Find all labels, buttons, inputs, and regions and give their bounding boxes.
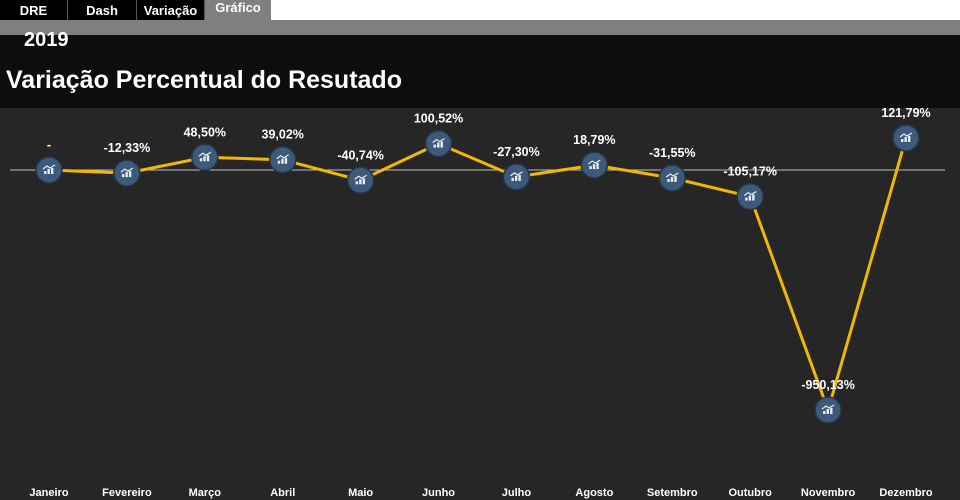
data-label: 39,02% <box>262 128 304 142</box>
data-label: -12,33% <box>104 141 151 155</box>
year-label: 2019 <box>24 29 69 51</box>
data-label: - <box>47 138 51 152</box>
data-point[interactable] <box>35 156 63 184</box>
data-point[interactable] <box>502 163 531 191</box>
data-point[interactable] <box>658 164 687 192</box>
chart-icon <box>198 151 212 162</box>
header-strip <box>0 20 960 35</box>
x-tick-label: Julho <box>502 487 532 499</box>
series-line <box>48 137 908 412</box>
chart-icon <box>354 174 367 185</box>
x-tick-label: Março <box>189 487 222 499</box>
chart-icon <box>120 167 134 178</box>
data-point[interactable] <box>346 166 375 195</box>
x-tick-label: Dezembro <box>879 487 932 499</box>
chart-icon <box>821 404 835 414</box>
header-band <box>0 35 960 108</box>
data-label: 18,79% <box>573 133 615 147</box>
data-point[interactable] <box>424 129 453 158</box>
chart-icon <box>743 191 757 201</box>
chart-icon <box>276 154 290 164</box>
x-tick-label: Junho <box>422 487 455 499</box>
chart-icon <box>510 171 523 181</box>
data-point[interactable] <box>580 151 609 179</box>
page-title: Variação Percentual do Resutado <box>6 66 402 94</box>
chart-icon <box>432 138 445 148</box>
data-label: 48,50% <box>184 125 226 139</box>
data-label: -105,17% <box>723 165 777 179</box>
x-tick-label: Agosto <box>575 487 613 499</box>
data-point[interactable] <box>191 143 219 172</box>
tab-dash[interactable]: Dash <box>68 0 137 20</box>
data-label: -31,55% <box>649 146 696 160</box>
data-label: 121,79% <box>881 108 930 120</box>
data-point[interactable] <box>268 145 297 174</box>
tab-variacao[interactable]: Variação <box>137 0 205 20</box>
x-tick-label: Janeiro <box>29 487 68 499</box>
x-tick-label: Fevereiro <box>102 487 152 499</box>
data-label: -40,74% <box>337 148 384 162</box>
data-point[interactable] <box>736 182 764 211</box>
tab-grafico[interactable]: Gráfico <box>205 0 271 20</box>
x-tick-label: Novembro <box>801 487 856 499</box>
x-tick-label: Outubro <box>728 487 772 499</box>
data-point[interactable] <box>113 159 141 187</box>
data-point[interactable] <box>892 124 920 152</box>
chart-icon <box>42 164 56 174</box>
data-point[interactable] <box>814 396 842 424</box>
tab-bar: DRE Dash Variação Gráfico <box>0 0 960 20</box>
data-label: 100,52% <box>414 112 463 126</box>
chart-icon <box>899 132 913 142</box>
x-tick-label: Abril <box>270 487 295 499</box>
chart-icon <box>665 172 679 182</box>
x-tick-label: Maio <box>348 487 373 499</box>
chart-icon <box>588 159 601 170</box>
data-label: -950,13% <box>801 378 855 392</box>
tab-dre[interactable]: DRE <box>0 0 68 20</box>
x-tick-label: Setembro <box>647 487 698 499</box>
data-label: -27,30% <box>493 145 540 159</box>
line-chart: - -12,33% 48,50% 39,02% -40,74% 100,52% -27,30… <box>10 108 945 499</box>
